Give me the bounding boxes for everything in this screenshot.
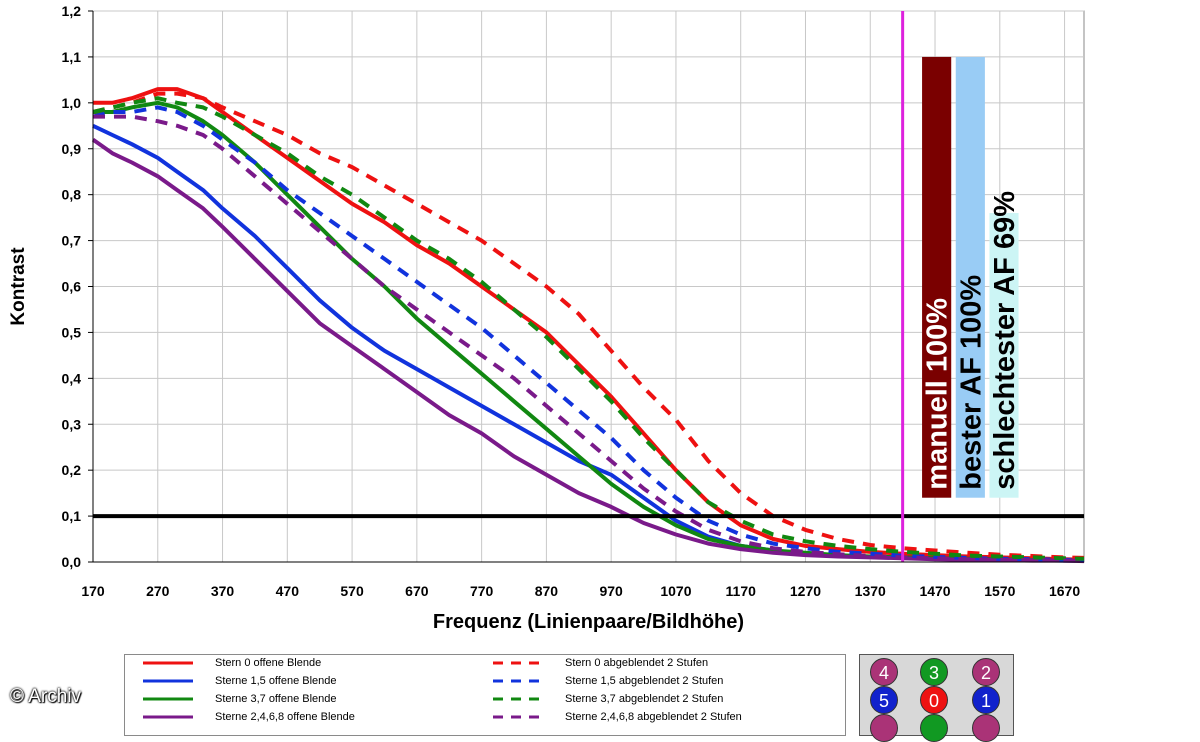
star-position-panel: 4 3 2 5 0 1 xyxy=(859,654,1014,742)
y-tick-label: 1,2 xyxy=(62,3,82,19)
series-line-4 xyxy=(92,91,1085,560)
legend-label: Sterne 3,7 offene Blende xyxy=(215,693,337,705)
y-axis-title: Kontrast xyxy=(8,247,29,326)
af-bar-label-2: schlechtester AF 69% xyxy=(989,191,1021,490)
x-tick-label: 970 xyxy=(599,583,623,599)
legend-label: Stern 0 offene Blende xyxy=(215,657,322,669)
x-tick-label: 470 xyxy=(276,583,300,599)
af-bar-1 xyxy=(955,56,985,498)
x-tick-label: 1670 xyxy=(1049,583,1080,599)
series-line-6 xyxy=(92,96,1085,561)
x-tick-label: 1170 xyxy=(726,583,757,599)
y-tick-label: 0,5 xyxy=(62,324,82,340)
chart-figure: 170 270 370 470 570 670 770 870 970 1070 1170 1270 1… xyxy=(8,3,1085,742)
legend-label: Sterne 2,4,6,8 offene Blende xyxy=(215,711,355,723)
y-tick-label: 0,4 xyxy=(62,370,82,386)
x-tick-label: 1070 xyxy=(660,583,691,599)
y-tick-label: 1,1 xyxy=(62,49,82,65)
x-tick-label: 570 xyxy=(340,583,364,599)
x-tick-label: 870 xyxy=(535,583,559,599)
af-bar-label-0: manuell 100% xyxy=(922,298,954,490)
position-dot-partial xyxy=(870,714,898,742)
x-tick-label: 1370 xyxy=(855,583,886,599)
position-dot-partial xyxy=(972,714,1000,742)
legend-label: Sterne 3,7 abgeblendet 2 Stufen xyxy=(565,693,724,705)
y-tick-label: 0,6 xyxy=(62,279,82,295)
position-dot-2: 2 xyxy=(972,658,1000,686)
mtf-chart: 170 270 370 470 570 670 770 870 970 1070 1170 1270 1… xyxy=(8,3,1085,633)
x-tick-label: 1570 xyxy=(984,583,1015,599)
af-bar-0 xyxy=(922,56,952,498)
legend-label: Sterne 1,5 abgeblendet 2 Stufen xyxy=(565,675,724,687)
y-tick-label: 0,0 xyxy=(62,554,82,570)
position-dot-3: 3 xyxy=(920,658,948,686)
image-credit: © Archiv xyxy=(10,686,82,707)
position-dot-partial xyxy=(920,714,948,742)
x-tick-label: 770 xyxy=(470,583,494,599)
x-tick-label: 270 xyxy=(146,583,170,599)
y-tick-label: 0,7 xyxy=(62,233,82,249)
x-tick-label: 170 xyxy=(81,583,105,599)
x-tick-label: 1470 xyxy=(919,583,950,599)
legend-label: Sterne 2,4,6,8 abgeblendet 2 Stufen xyxy=(565,711,742,723)
series-line-7 xyxy=(93,114,1084,563)
y-tick-label: 0,8 xyxy=(62,187,82,203)
y-tick-label: 0,2 xyxy=(62,462,82,478)
position-dot-1: 1 xyxy=(972,686,1000,714)
x-tick-label: 370 xyxy=(211,583,235,599)
position-dot-5: 5 xyxy=(870,686,898,714)
y-tick-label: 0,1 xyxy=(62,508,82,524)
x-axis-title: Frequenz (Linienpaare/Bildhöhe) xyxy=(433,611,744,633)
af-bar-label-1: bester AF 100% xyxy=(955,275,987,490)
y-tick-label: 1,0 xyxy=(62,95,82,111)
x-tick-label: 1270 xyxy=(790,583,821,599)
position-dot-4: 4 xyxy=(870,658,898,686)
y-tick-label: 0,9 xyxy=(62,141,82,157)
legend-label: Stern 0 abgeblendet 2 Stufen xyxy=(565,657,709,669)
chart-legend: Stern 0 offene Blende Sterne 1,5 offene … xyxy=(124,654,846,736)
x-tick-label: 670 xyxy=(405,583,429,599)
position-dot-0: 0 xyxy=(920,686,948,714)
y-tick-label: 0,3 xyxy=(62,416,82,432)
af-bar-2 xyxy=(989,213,1019,498)
legend-label: Sterne 1,5 offene Blende xyxy=(215,675,337,687)
